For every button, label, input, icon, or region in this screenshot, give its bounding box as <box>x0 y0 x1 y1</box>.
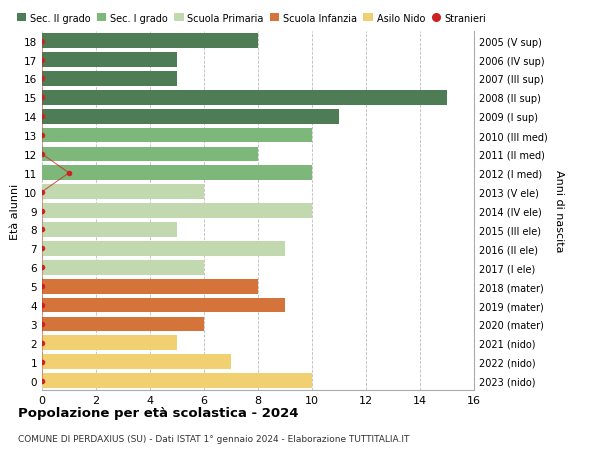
Legend: Sec. II grado, Sec. I grado, Scuola Primaria, Scuola Infanzia, Asilo Nido, Stran: Sec. II grado, Sec. I grado, Scuola Prim… <box>17 14 487 24</box>
Bar <box>42 373 312 388</box>
Bar <box>42 129 312 143</box>
Text: COMUNE DI PERDAXIUS (SU) - Dati ISTAT 1° gennaio 2024 - Elaborazione TUTTITALIA.: COMUNE DI PERDAXIUS (SU) - Dati ISTAT 1°… <box>18 434 409 443</box>
Bar <box>42 72 177 87</box>
Bar <box>42 317 204 331</box>
Bar <box>42 336 177 350</box>
Bar <box>42 241 285 256</box>
Text: Popolazione per età scolastica - 2024: Popolazione per età scolastica - 2024 <box>18 406 299 419</box>
Y-axis label: Età alunni: Età alunni <box>10 183 20 239</box>
Bar <box>42 204 312 218</box>
Bar <box>42 279 258 294</box>
Bar <box>42 298 285 313</box>
Bar <box>42 110 339 124</box>
Bar <box>42 147 258 162</box>
Bar <box>42 53 177 68</box>
Bar <box>42 34 258 49</box>
Bar <box>42 166 312 181</box>
Bar <box>42 354 231 369</box>
Bar <box>42 223 177 237</box>
Bar <box>42 260 204 275</box>
Bar <box>42 185 204 200</box>
Y-axis label: Anni di nascita: Anni di nascita <box>554 170 564 252</box>
Bar <box>42 91 447 106</box>
